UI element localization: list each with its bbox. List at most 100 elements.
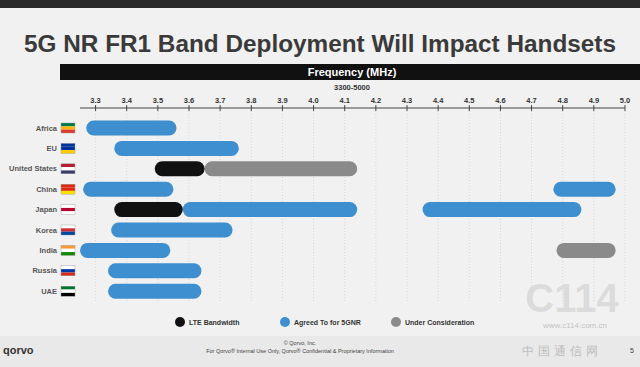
tick [251, 105, 252, 111]
legend-marker [391, 317, 401, 327]
flag-stripe [61, 191, 75, 194]
flag-stripe [61, 252, 75, 255]
flag-border [61, 225, 75, 235]
legend-label: Under Consideration [405, 319, 474, 326]
flag-stripe [61, 150, 75, 153]
flag-border [61, 205, 75, 215]
top-edge [0, 0, 640, 8]
tick-label: 4.0 [308, 96, 318, 105]
category-label: China [36, 185, 58, 194]
tick [438, 105, 439, 111]
background [0, 0, 640, 367]
flag-stripe [61, 245, 75, 248]
tick-label: 3.3 [90, 96, 100, 105]
flag-stripe [61, 208, 75, 211]
flag-stripe [61, 249, 75, 252]
tick [469, 105, 470, 111]
x-axis [80, 108, 625, 109]
flag-stripe [61, 225, 75, 228]
tick [531, 105, 532, 111]
range-bar [86, 121, 176, 136]
category-label: UAE [41, 287, 57, 296]
tick-label: 4.3 [402, 96, 412, 105]
range-bar [155, 161, 205, 176]
range-bar [423, 202, 582, 217]
tick [500, 105, 501, 111]
range-bar [556, 243, 615, 258]
tick-label: 4.8 [557, 96, 567, 105]
tick-label: 5.0 [620, 96, 630, 105]
tick [313, 105, 314, 111]
axis-label: Frequency (MHz) [308, 66, 397, 78]
grid-line [593, 111, 594, 303]
flag-stripe [61, 272, 75, 275]
tick [625, 105, 626, 111]
flag-border [61, 164, 75, 174]
tick-label: 3.4 [121, 96, 132, 105]
flag-border [61, 286, 75, 296]
tick-label: 4.6 [495, 96, 505, 105]
subtitle: 3300-5000 [334, 83, 370, 92]
flag-stripe [61, 211, 75, 214]
watermark-name: 中 国 通 信 网 [522, 344, 597, 358]
flag-stripe [61, 170, 75, 173]
footer-copyright: © Qorvo, Inc. [284, 340, 317, 346]
legend: LTE Bandwidth Agreed To for 5GNR Under Con… [175, 317, 474, 327]
tick [593, 105, 594, 111]
flag-border [61, 245, 75, 255]
flag-stripe [61, 164, 75, 167]
tick-label: 3.6 [184, 96, 194, 105]
flag [61, 164, 75, 174]
tick [95, 105, 96, 111]
flag-stripe [61, 286, 75, 289]
flag [61, 266, 75, 276]
flag-stripe [61, 167, 75, 170]
flag [61, 286, 75, 296]
flag-stripe [61, 205, 75, 208]
category-label: Japan [35, 205, 57, 214]
category-label: India [39, 246, 57, 255]
category-label: Korea [36, 226, 58, 235]
tick-label: 4.9 [589, 96, 599, 105]
grid-line [625, 111, 626, 303]
flag [61, 225, 75, 235]
page: {"chart_data": {"type": "range", "title"… [0, 0, 640, 367]
footer-notice: For Qorvo® Internal Use Only, Qorvo® Con… [206, 348, 394, 354]
tick [282, 105, 283, 111]
flag [61, 123, 75, 133]
footer-bg [0, 336, 640, 367]
flag-border [61, 184, 75, 194]
tick [220, 105, 221, 111]
tick [344, 105, 345, 111]
tick [407, 105, 408, 111]
legend-label: Agreed To for 5GNR [294, 319, 361, 327]
tick-label: 3.5 [153, 96, 163, 105]
flag-stripe [61, 232, 75, 235]
tick-label: 4.4 [433, 96, 444, 105]
flag-stripe [61, 147, 75, 150]
flag [61, 184, 75, 194]
flag [61, 245, 75, 255]
category-label: Africa [36, 124, 58, 133]
flag-stripe [61, 126, 75, 129]
flag-stripe [61, 266, 75, 269]
range-bar [205, 161, 358, 176]
flag [61, 205, 75, 215]
legend-label: LTE Bandwidth [189, 319, 239, 326]
tick [562, 105, 563, 111]
range-bar [80, 243, 170, 258]
watermark-url: www.c114.com.cn [542, 321, 607, 330]
range-bar [108, 263, 201, 278]
tick-label: 4.1 [339, 96, 349, 105]
range-bar [114, 202, 183, 217]
flag-stripe [61, 123, 75, 126]
watermark-logo: C114 [525, 276, 619, 320]
range-bar [183, 202, 357, 217]
legend-marker [280, 317, 290, 327]
flag-stripe [61, 293, 75, 296]
flag-stripe [61, 269, 75, 272]
category-label: Russia [32, 266, 57, 275]
range-bar [83, 182, 173, 197]
range-bar [553, 182, 615, 197]
grid-line [95, 111, 96, 303]
